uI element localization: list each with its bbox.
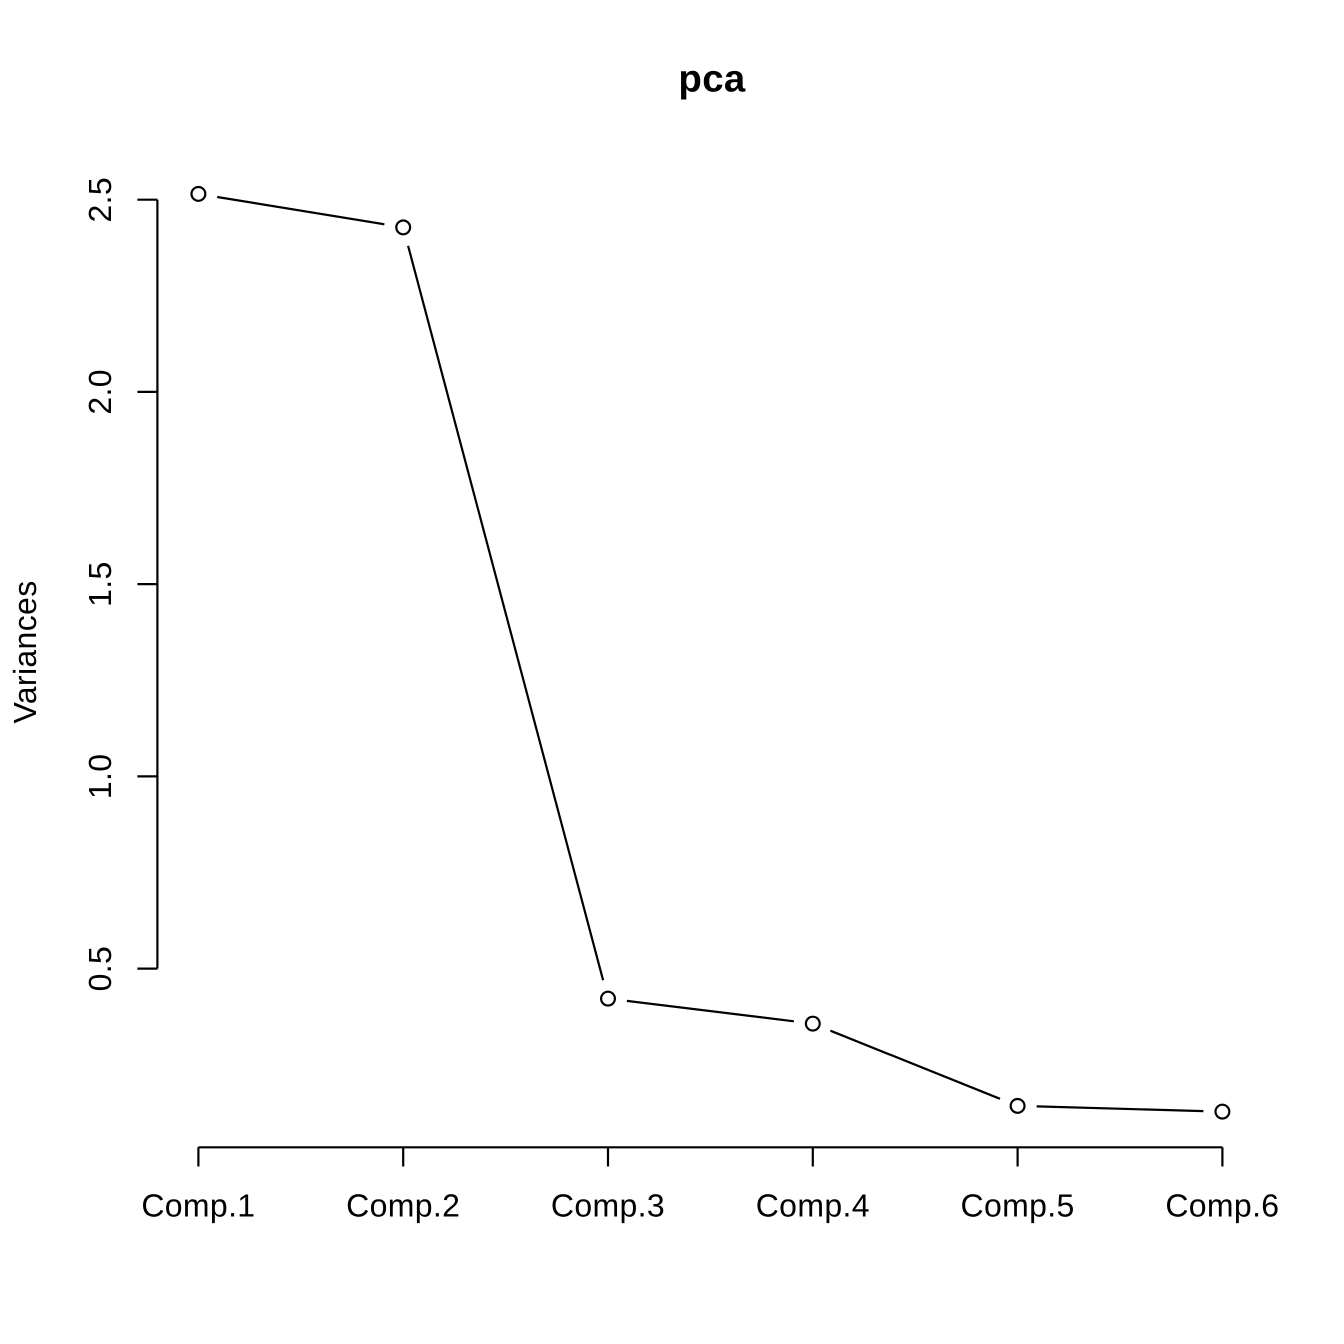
svg-text:1.5: 1.5 (82, 561, 118, 607)
svg-text:0.5: 0.5 (82, 946, 118, 992)
svg-text:Comp.5: Comp.5 (961, 1188, 1075, 1224)
svg-text:Comp.1: Comp.1 (141, 1188, 255, 1224)
svg-text:Comp.4: Comp.4 (756, 1188, 870, 1224)
svg-text:pca: pca (678, 58, 746, 101)
svg-text:Variances: Variances (7, 580, 43, 723)
svg-text:Comp.2: Comp.2 (346, 1188, 460, 1224)
svg-text:Comp.6: Comp.6 (1165, 1188, 1279, 1224)
svg-text:2.0: 2.0 (82, 369, 118, 415)
svg-text:Comp.3: Comp.3 (551, 1188, 665, 1224)
svg-text:2.5: 2.5 (82, 177, 118, 223)
svg-text:1.0: 1.0 (82, 754, 118, 800)
